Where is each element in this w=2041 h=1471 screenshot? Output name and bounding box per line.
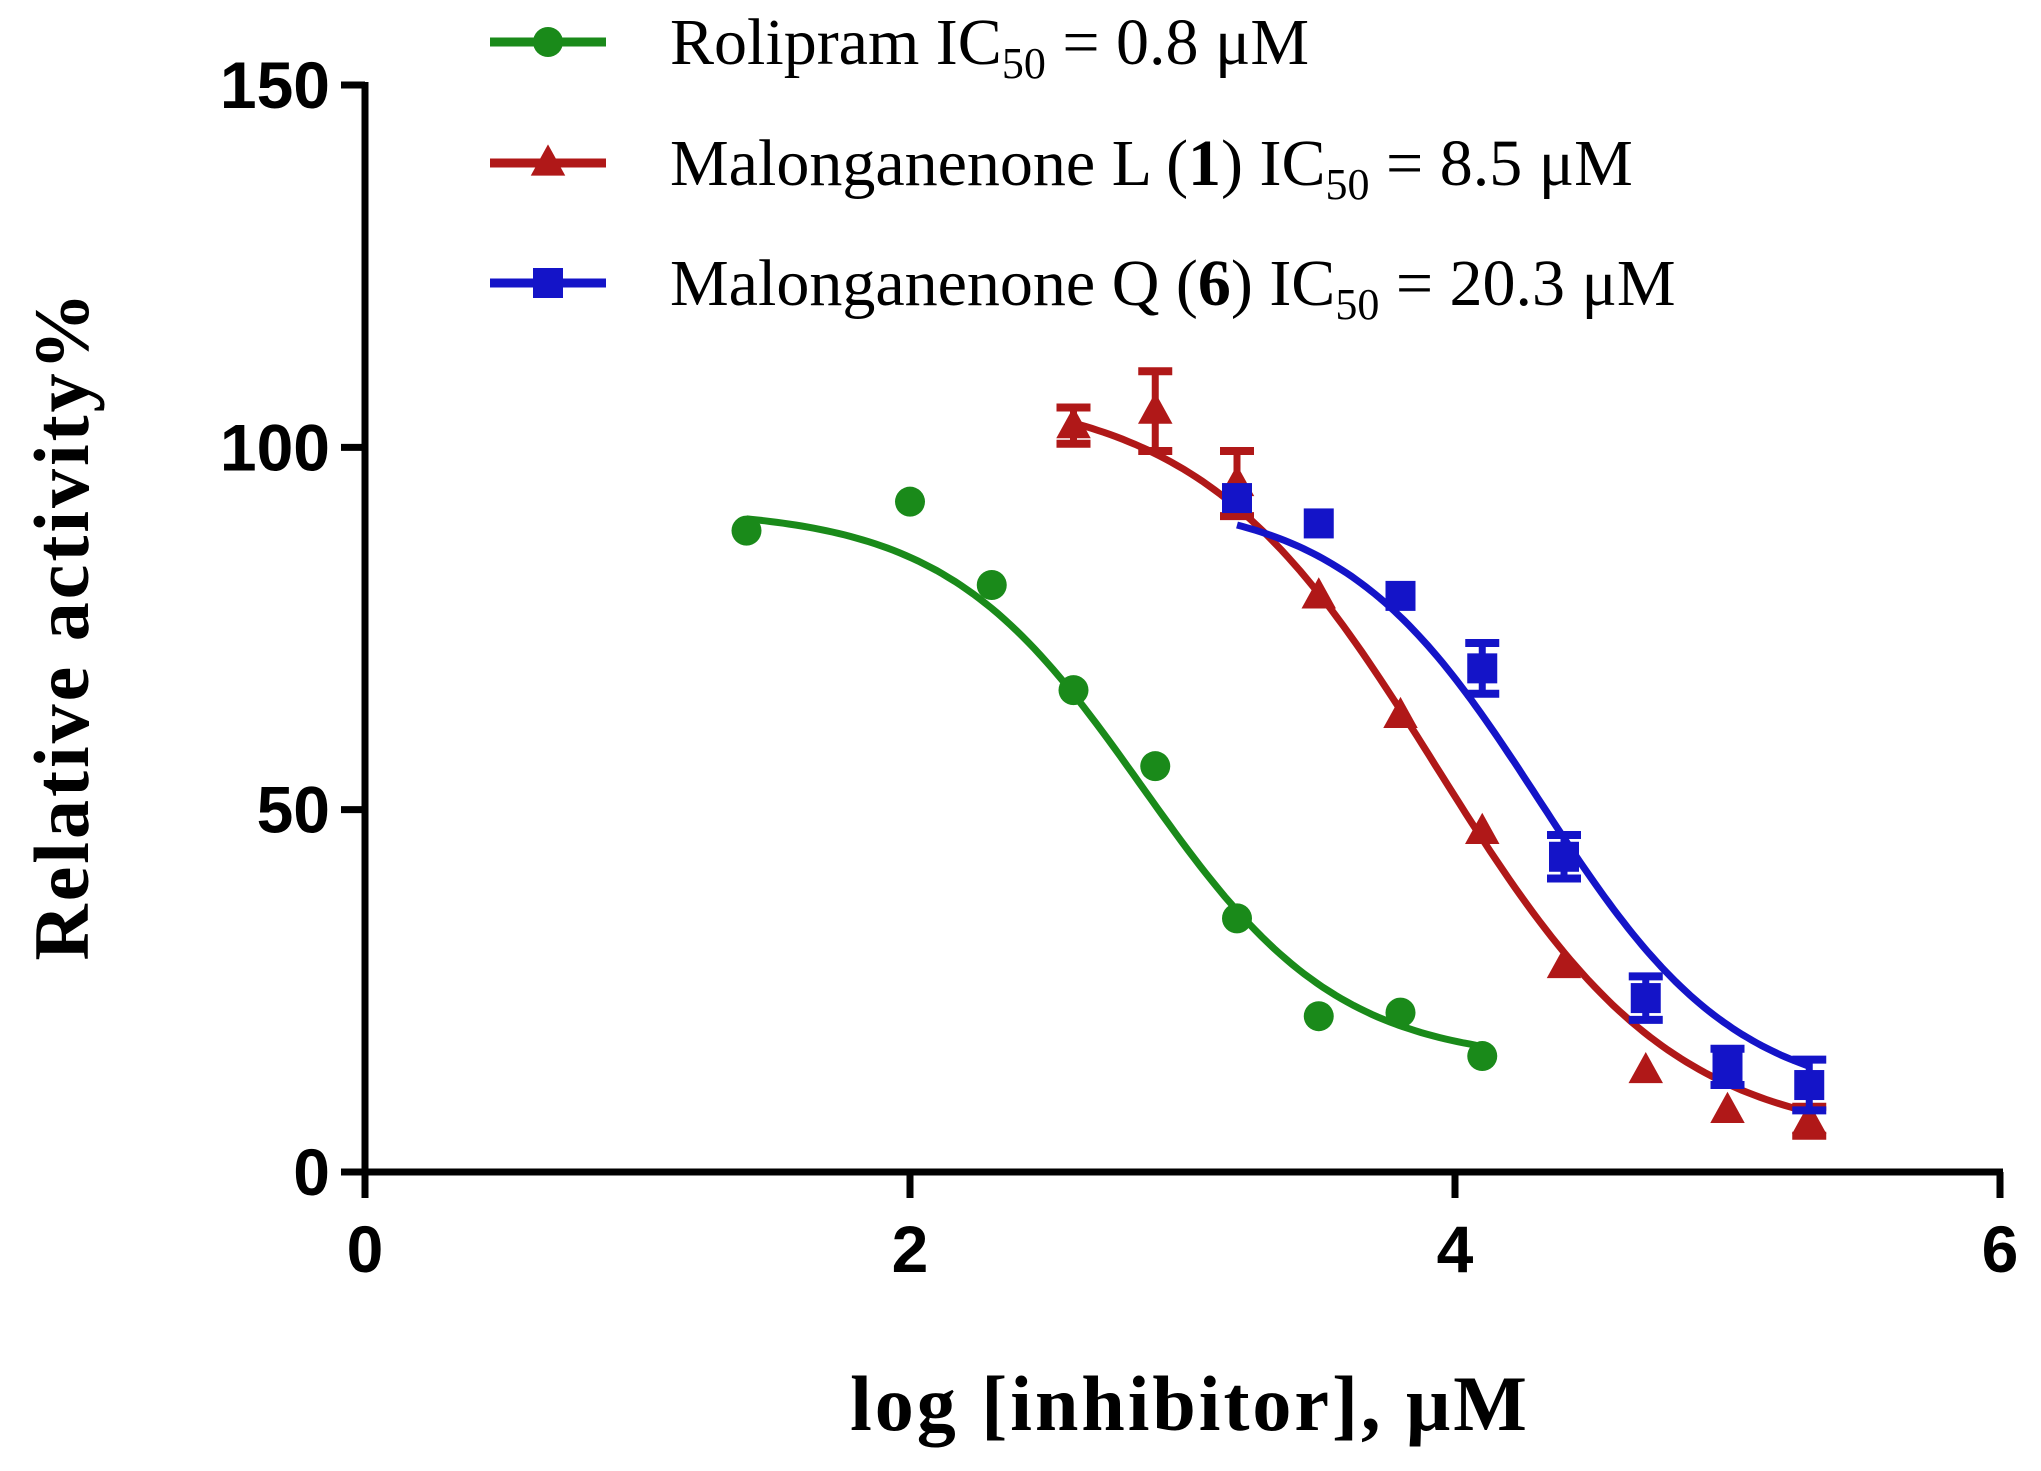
legend-text-part: Rolipram IC: [670, 6, 1002, 79]
x-axis-title: log [inhibitor], μM: [850, 1360, 1530, 1447]
x-tick-label: 6: [1982, 1212, 2019, 1286]
data-point-circle: [1140, 751, 1171, 782]
data-point-triangle: [1546, 946, 1582, 979]
data-point-circle: [895, 486, 925, 517]
data-points: [731, 367, 1827, 1140]
data-point-circle: [1303, 1001, 1334, 1032]
legend-text-part: ) IC: [1231, 247, 1335, 320]
legend-marker-circle: [533, 27, 563, 57]
legend-subscript: 50: [1335, 280, 1379, 329]
data-point-square: [1222, 483, 1252, 514]
legend-marker-triangle: [530, 144, 566, 176]
fit-curve-triangle: [1072, 419, 1811, 1116]
x-tick-label: 4: [1437, 1212, 1474, 1286]
legend-text-part: = 8.5 μM: [1370, 127, 1633, 200]
data-point-square: [1630, 983, 1661, 1014]
legend-compound-number: 6: [1198, 247, 1231, 320]
fit-curve-square: [1236, 521, 1811, 1070]
data-point-triangle: [1383, 696, 1418, 729]
data-point-triangle: [1792, 1102, 1827, 1134]
legend-entry: Malonganenone Q (6) IC50 = 20.3 μM: [670, 247, 1676, 329]
legend-entry: Rolipram IC50 = 0.8 μM: [670, 6, 1309, 88]
data-point-square: [1385, 580, 1416, 611]
data-point-circle: [731, 515, 762, 546]
legend-marker-square: [533, 268, 563, 298]
data-point-triangle: [1710, 1091, 1745, 1124]
legend-text-part: Malonganenone L (: [670, 127, 1188, 200]
data-point-triangle: [1465, 812, 1500, 845]
data-point-circle: [1058, 675, 1089, 706]
legend-text-part: = 0.8 μM: [1046, 6, 1309, 79]
y-tick-label: 0: [293, 1135, 330, 1209]
data-point-circle: [1222, 903, 1252, 934]
data-point-circle: [976, 570, 1007, 601]
data-point-triangle: [1138, 392, 1173, 424]
data-point-square: [1712, 1051, 1743, 1082]
data-point-circle: [1467, 1041, 1498, 1072]
y-tick-label: 100: [220, 410, 330, 484]
data-point-square: [1549, 841, 1579, 872]
y-tick-label: 50: [257, 773, 330, 847]
data-point-square: [1467, 653, 1498, 684]
legend-text-part: Malonganenone Q (: [670, 247, 1198, 320]
data-point-triangle: [1056, 406, 1091, 439]
legend-subscript: 50: [1326, 160, 1370, 209]
y-tick-label: 150: [220, 48, 330, 122]
legend-text-part: ) IC: [1221, 127, 1325, 200]
fit-curves: [746, 419, 1811, 1116]
data-point-square: [1303, 508, 1334, 539]
x-tick-label: 0: [347, 1212, 384, 1286]
y-axis-title: Relative activity%: [18, 289, 105, 960]
data-point-triangle: [1301, 577, 1336, 609]
legend-entry: Malonganenone L (1) IC50 = 8.5 μM: [670, 127, 1633, 209]
data-point-circle: [1385, 997, 1416, 1028]
data-point-square: [1794, 1070, 1825, 1101]
x-tick-label: 2: [892, 1212, 929, 1286]
data-point-triangle: [1628, 1051, 1663, 1084]
fit-curve-circle: [746, 515, 1483, 1050]
legend-subscript: 50: [1002, 39, 1046, 88]
legend-compound-number: 1: [1188, 127, 1221, 200]
legend-text-part: = 20.3 μM: [1379, 247, 1675, 320]
